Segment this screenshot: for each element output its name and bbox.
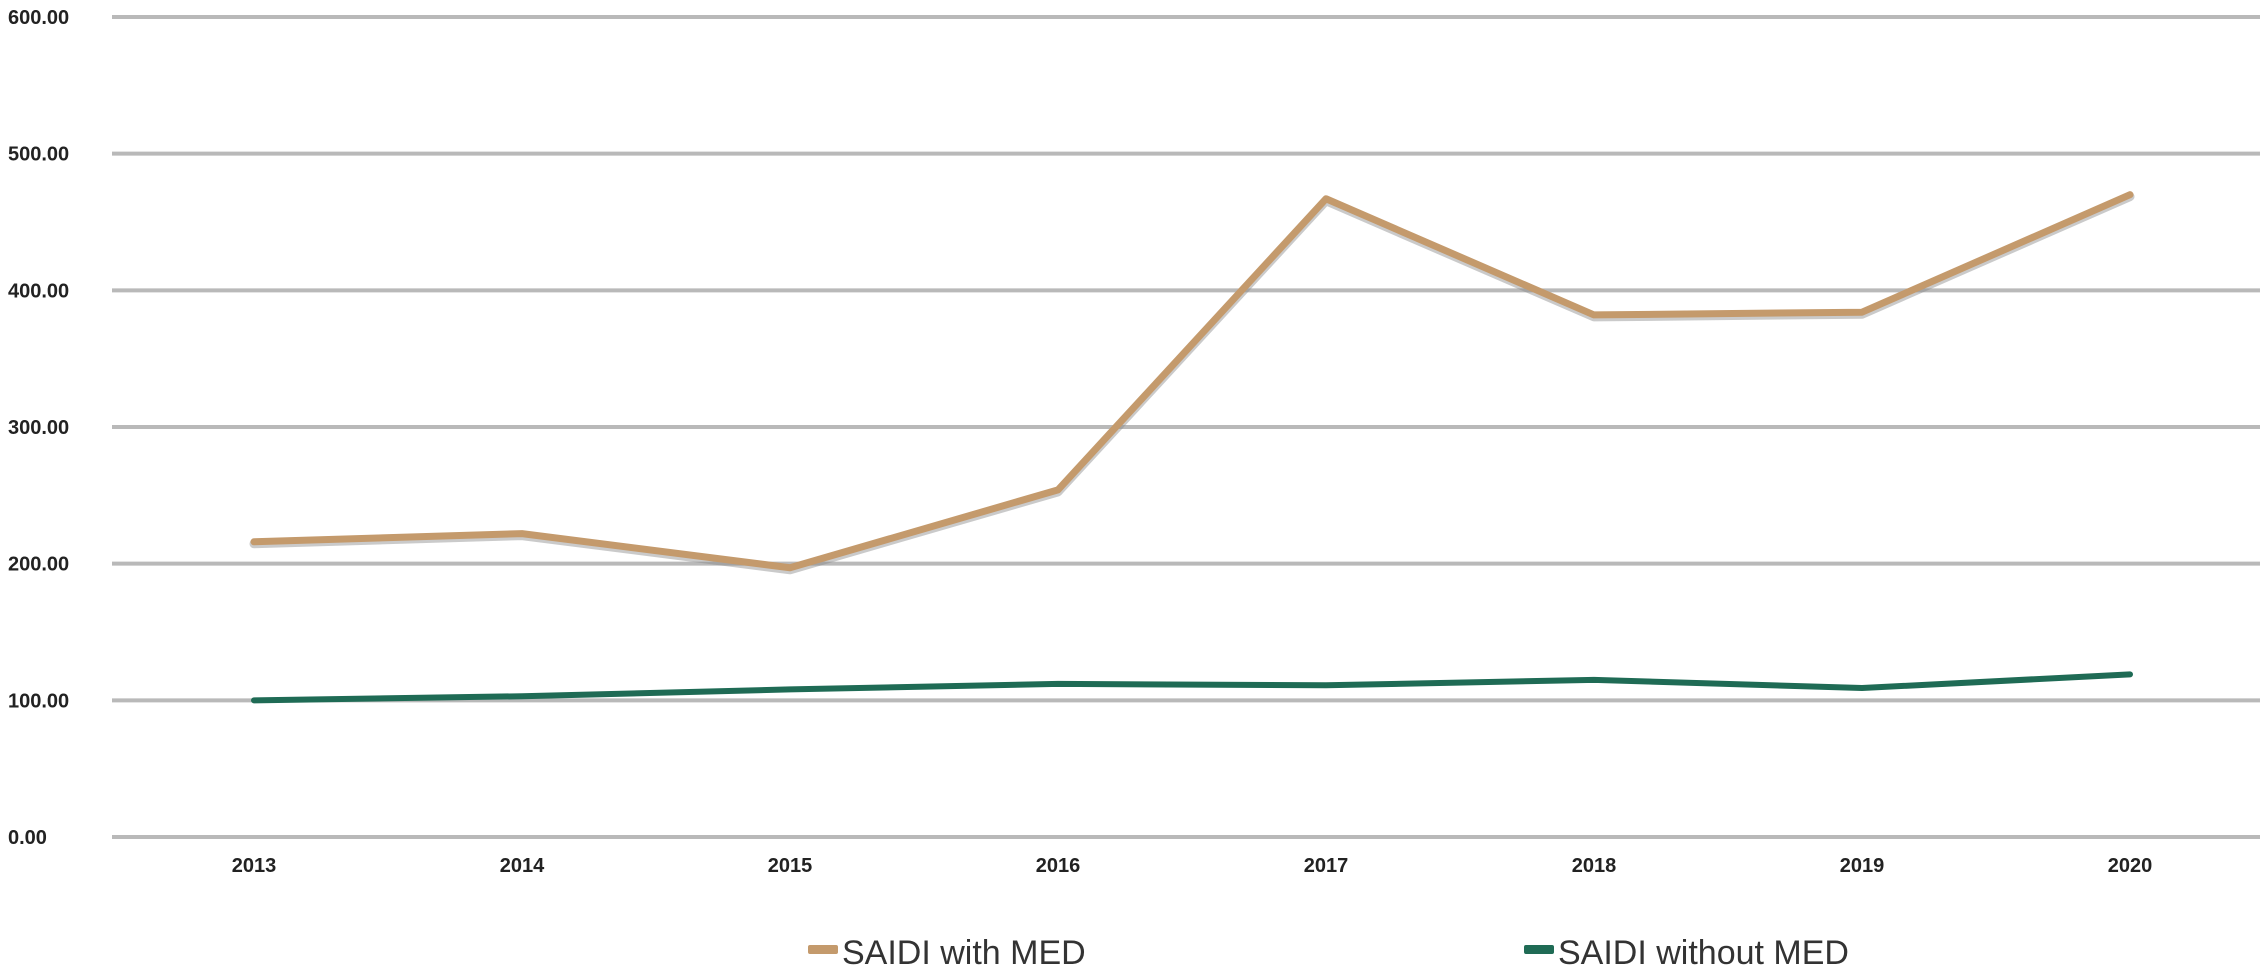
data-point bbox=[2128, 672, 2132, 677]
legend-swatch bbox=[808, 945, 838, 954]
data-point bbox=[788, 687, 792, 692]
x-tick-label: 2013 bbox=[232, 855, 277, 877]
x-tick-label: 2019 bbox=[1840, 855, 1885, 877]
data-point bbox=[1324, 196, 1328, 201]
data-point bbox=[1592, 677, 1596, 682]
y-axis-tick-labels: 0.00 100.00 200.00 300.00 400.00 500.00 600.00 bbox=[8, 7, 69, 849]
data-point bbox=[2128, 192, 2132, 197]
data-point bbox=[1056, 487, 1060, 492]
data-point bbox=[788, 565, 792, 570]
y-tick-label: 600.00 bbox=[8, 7, 69, 29]
series-line-saidi-without-med bbox=[251, 671, 2133, 704]
x-tick-label: 2015 bbox=[768, 855, 813, 877]
series-lines bbox=[249, 191, 2135, 704]
data-point bbox=[520, 531, 524, 536]
x-tick-label: 2014 bbox=[500, 855, 545, 877]
x-tick-label: 2017 bbox=[1304, 855, 1349, 877]
y-tick-label: 500.00 bbox=[8, 144, 69, 166]
y-tick-label: 200.00 bbox=[8, 554, 69, 576]
y-tick-label: 400.00 bbox=[8, 280, 69, 302]
y-tick-label: 100.00 bbox=[8, 690, 69, 712]
x-tick-label: 2016 bbox=[1036, 855, 1081, 877]
legend-label: SAIDI without MED bbox=[1558, 934, 1849, 972]
data-point bbox=[252, 539, 256, 544]
data-point bbox=[520, 694, 524, 699]
x-tick-label: 2020 bbox=[2108, 855, 2153, 877]
legend: SAIDI with MED SAIDI without MED bbox=[808, 934, 1849, 972]
gridlines bbox=[112, 15, 2260, 839]
data-point bbox=[1324, 683, 1328, 688]
y-tick-label: 0.00 bbox=[8, 827, 47, 849]
y-tick-label: 300.00 bbox=[8, 417, 69, 439]
legend-label: SAIDI with MED bbox=[842, 934, 1086, 972]
legend-swatch bbox=[1524, 945, 1554, 954]
data-point bbox=[1860, 310, 1864, 315]
data-point bbox=[1056, 681, 1060, 686]
data-point bbox=[1860, 686, 1864, 691]
x-tick-label: 2018 bbox=[1572, 855, 1617, 877]
series-line-saidi-with-med bbox=[250, 191, 2134, 572]
series-line-shadow bbox=[249, 192, 2135, 575]
data-point bbox=[252, 698, 256, 703]
x-axis-tick-labels: 2013 2014 2015 2016 2017 2018 2019 2020 bbox=[232, 855, 2153, 877]
data-point bbox=[1592, 312, 1596, 317]
